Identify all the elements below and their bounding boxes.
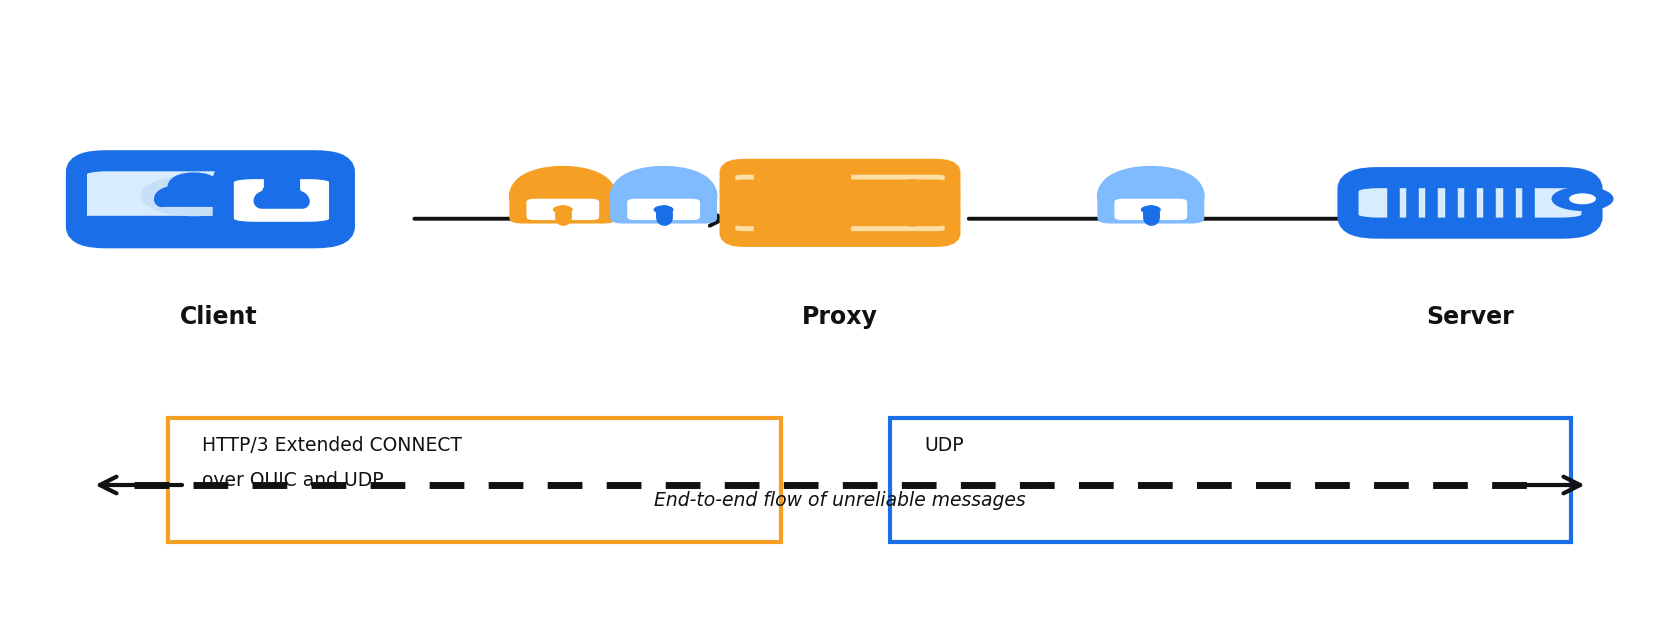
Circle shape [1141, 206, 1161, 213]
Text: Server: Server [1426, 305, 1514, 329]
FancyBboxPatch shape [526, 198, 600, 220]
FancyBboxPatch shape [627, 198, 701, 220]
Text: over QUIC and UDP: over QUIC and UDP [202, 470, 383, 489]
FancyBboxPatch shape [727, 209, 953, 239]
FancyBboxPatch shape [610, 191, 717, 224]
FancyBboxPatch shape [1097, 191, 1205, 224]
FancyBboxPatch shape [168, 418, 781, 542]
Circle shape [1569, 194, 1596, 204]
Text: Client: Client [180, 305, 257, 329]
Polygon shape [1566, 205, 1599, 211]
Text: UDP: UDP [924, 436, 964, 455]
Circle shape [141, 176, 247, 216]
Circle shape [1552, 188, 1613, 210]
Text: Proxy: Proxy [801, 305, 879, 329]
Text: HTTP/3 Extended CONNECT: HTTP/3 Extended CONNECT [202, 436, 462, 455]
Circle shape [654, 206, 674, 213]
FancyBboxPatch shape [890, 418, 1571, 542]
FancyBboxPatch shape [509, 191, 617, 224]
Circle shape [553, 206, 573, 213]
FancyBboxPatch shape [727, 167, 953, 197]
Circle shape [907, 221, 919, 226]
FancyBboxPatch shape [223, 169, 339, 232]
FancyBboxPatch shape [727, 188, 953, 218]
Circle shape [907, 200, 919, 205]
Text: End-to-end flow of unreliable messages: End-to-end flow of unreliable messages [654, 491, 1026, 510]
FancyBboxPatch shape [1347, 178, 1593, 228]
Circle shape [907, 180, 919, 184]
FancyBboxPatch shape [76, 161, 344, 238]
FancyBboxPatch shape [1114, 198, 1188, 220]
